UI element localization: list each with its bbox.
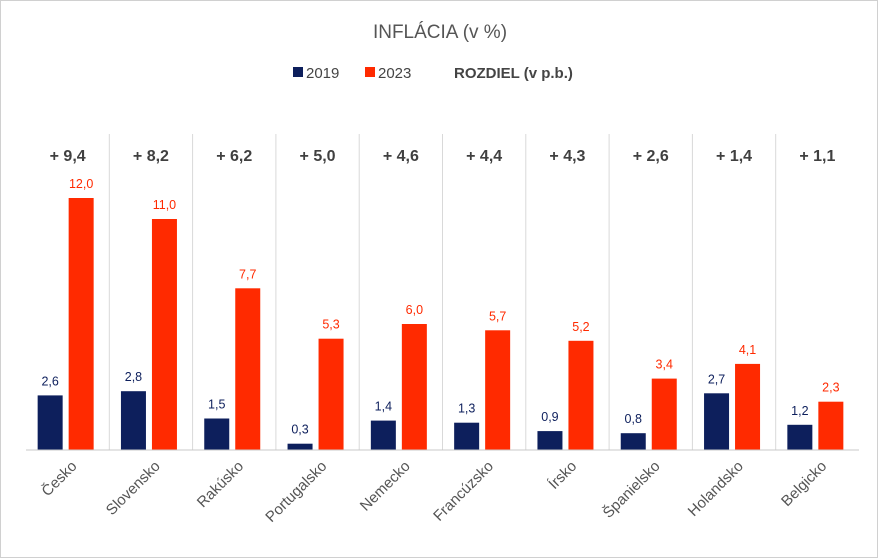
- data-label-2023: 7,7: [239, 267, 256, 281]
- data-label-2019: 1,3: [458, 402, 475, 416]
- bar-2023: [568, 340, 594, 450]
- data-label-2019: 0,9: [541, 410, 558, 424]
- data-label-2023: 2,3: [822, 381, 839, 395]
- difference-label: + 9,4: [50, 148, 86, 165]
- x-tick-label: Írsko: [545, 458, 580, 493]
- data-label-2019: 0,8: [625, 412, 642, 426]
- bar-2023: [235, 288, 261, 450]
- legend-swatch-2023: [365, 67, 375, 77]
- x-tick-label: Rakúsko: [194, 458, 247, 511]
- bar-2023: [68, 198, 94, 450]
- data-label-2019: 1,5: [208, 398, 225, 412]
- bar-2019: [454, 422, 480, 450]
- difference-label: + 4,4: [466, 148, 502, 165]
- data-label-2023: 5,3: [322, 318, 339, 332]
- difference-labels: + 9,4 + 8,2 + 6,2 + 5,0 + 4,6 + 4,4 + 4,3 + 2,6…: [50, 148, 836, 165]
- x-tick-label: Španielsko: [600, 458, 664, 522]
- data-label-2019: 1,4: [375, 400, 392, 414]
- bar-2019: [120, 391, 146, 450]
- difference-label: + 2,6: [633, 148, 669, 165]
- bar-2019: [287, 443, 313, 450]
- bar-2019: [620, 433, 646, 450]
- x-tick-label: Nemecko: [357, 458, 414, 515]
- bar-2019: [537, 431, 563, 450]
- bar-2023: [735, 363, 761, 450]
- x-axis-tick-labels: Česko Slovensko Rakúsko Portugalsko Nemecko F…: [38, 458, 830, 526]
- x-tick-label: Česko: [38, 458, 80, 500]
- legend-label-2023: 2023: [378, 65, 411, 82]
- data-label-2019: 2,6: [41, 374, 58, 388]
- data-label-2023: 4,1: [739, 343, 756, 357]
- legend-label-difference: ROZDIEL (v p.b.): [454, 65, 573, 82]
- difference-label: + 5,0: [300, 148, 336, 165]
- legend-label-2019: 2019: [306, 65, 339, 82]
- bar-2019: [370, 420, 396, 450]
- data-label-2023: 5,2: [572, 320, 589, 334]
- category-separators: [108, 134, 777, 450]
- bar-2023: [401, 324, 427, 450]
- legend: 2019 2023 ROZDIEL (v p.b.): [293, 65, 573, 82]
- data-label-2023: 12,0: [69, 177, 93, 191]
- chart-title: INFLÁCIA (v %): [373, 22, 507, 43]
- data-label-2019: 0,3: [291, 423, 308, 437]
- difference-label: + 6,2: [216, 148, 252, 165]
- bar-2023: [651, 378, 677, 450]
- difference-label: + 4,6: [383, 148, 419, 165]
- bar-2019: [787, 424, 813, 450]
- data-label-2023: 11,0: [153, 198, 176, 212]
- x-tick-label: Belgicko: [778, 458, 830, 510]
- difference-label: + 1,1: [799, 148, 835, 165]
- bar-2023: [318, 338, 344, 450]
- legend-swatch-2019: [293, 67, 303, 77]
- bar-2019: [37, 395, 63, 450]
- data-label-2019: 2,7: [708, 372, 725, 386]
- data-label-2023: 6,0: [406, 303, 423, 317]
- data-label-2023: 3,4: [656, 358, 673, 372]
- bars: [37, 198, 844, 450]
- data-label-2019: 1,2: [791, 404, 808, 418]
- x-tick-label: Francúzsko: [430, 458, 497, 525]
- x-tick-label: Slovensko: [103, 458, 164, 519]
- difference-label: + 4,3: [549, 148, 585, 165]
- x-tick-label: Holandsko: [685, 458, 747, 520]
- bar-2023: [485, 330, 511, 450]
- bar-2019: [704, 393, 730, 450]
- bar-2023: [818, 401, 844, 450]
- difference-label: + 1,4: [716, 148, 752, 165]
- data-label-2019: 2,8: [125, 370, 142, 384]
- data-label-2023: 5,7: [489, 309, 506, 323]
- difference-label: + 8,2: [133, 148, 169, 165]
- bar-2019: [204, 418, 230, 450]
- bar-2023: [151, 219, 177, 450]
- data-labels: 2,6 12,0 2,8 11,0 1,5 7,7 0,3 5,3 1,4 6,0 1,3 5,7 0,…: [41, 177, 839, 437]
- x-tick-label: Portugalsko: [262, 458, 330, 526]
